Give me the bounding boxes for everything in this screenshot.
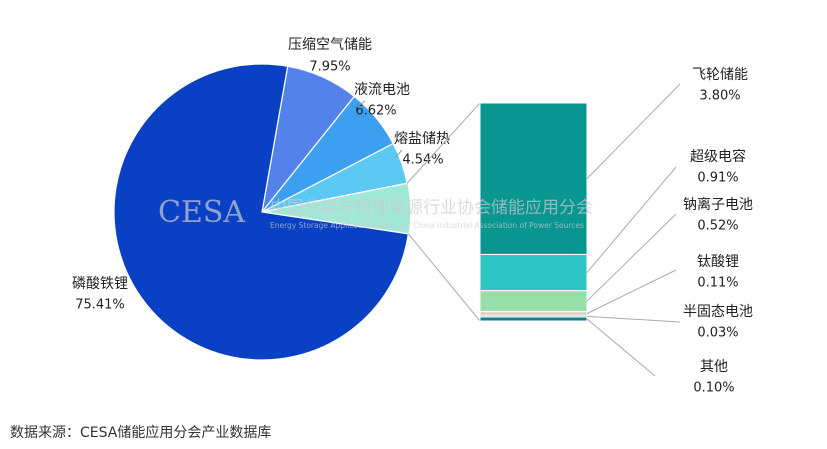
bar-segment [479,102,588,255]
leader [586,166,677,273]
bar-segment [479,310,588,317]
bar-value-label: 3.80% [699,89,740,104]
slice-label: 熔盐储热 [394,131,450,147]
watermark-cn: 中国化学与物理电源行业协会储能应用分会 [270,198,593,218]
pie-slice [113,63,410,361]
watermark: CESA [158,195,245,230]
bar-label: 超级电容 [690,148,746,165]
bar-segment [479,290,588,312]
slice-value-label: 6.62% [355,104,396,119]
connector [406,102,481,184]
bar-label: 钛酸锂 [697,254,739,270]
bar-segment [480,315,587,318]
bar-label: 钠离子电池 [683,196,753,213]
slice-label: 液流电池 [354,82,410,98]
bar-value-label: 0.91% [697,171,738,186]
slice-label: 压缩空气储能 [288,37,372,53]
connector [407,233,481,322]
bar-value-label: 0.52% [697,219,738,234]
slice-edge [261,182,408,213]
leader [394,149,403,159]
leader [586,83,681,180]
leader [586,269,677,315]
watermark-en: Energy Storage Application Branch of Chi… [270,221,584,230]
leader [586,315,681,323]
bar-label: 半固态电池 [683,304,753,320]
slice-label: 磷酸铁锂 [72,276,128,292]
slice-value-label: 75.41% [75,298,125,313]
leader [586,318,656,377]
source-note: 数据来源：CESA储能应用分会产业数据库 [10,424,271,441]
bar-label: 其他 [700,359,728,375]
bar-value-label: 0.03% [697,326,738,341]
bar-segment [479,253,588,292]
leader [356,100,366,108]
bar-label: 飞轮储能 [692,67,748,83]
bar-value-label: 0.10% [693,381,734,396]
leader [586,213,677,302]
bar-segment [479,316,588,322]
bar-value-label: 0.11% [697,276,738,291]
slice-value-label: 4.54% [402,153,443,168]
slice-value-label: 7.95% [309,60,350,75]
